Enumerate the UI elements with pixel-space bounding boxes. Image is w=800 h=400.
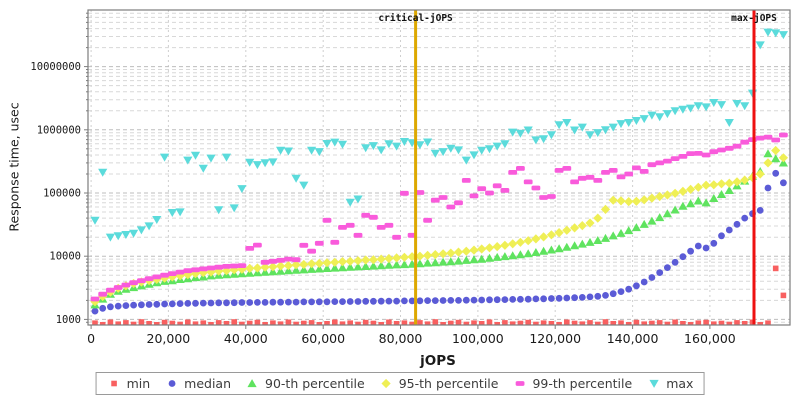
legend-item-min: min [107, 376, 151, 391]
svg-text:140,000: 140,000 [607, 331, 659, 346]
svg-text:120,000: 120,000 [529, 331, 581, 346]
legend-label-max: max [666, 376, 694, 391]
legend-item-max: max [646, 376, 693, 391]
svg-text:20,000: 20,000 [147, 331, 191, 346]
legend-item-90-th-percentile: 90-th percentile [245, 376, 365, 391]
legend-label-min: min [126, 376, 151, 391]
plot-border [87, 9, 791, 326]
legend-item-median: median [164, 376, 231, 391]
legend-label-90-th-percentile: 90-th percentile [265, 376, 365, 391]
x-axis-ticks: 0 20,000 40,000 60,000 80,000 100,000 120,000 1… [87, 325, 736, 346]
svg-text:80,000: 80,000 [379, 331, 423, 346]
svg-text:1000: 1000 [56, 314, 81, 326]
svg-text:60,000: 60,000 [301, 331, 345, 346]
svg-text:10000000: 10000000 [30, 61, 81, 73]
legend-marker-min-icon [111, 380, 117, 387]
x-gridlines [90, 10, 711, 325]
legend-marker-95-th-percentile-icon [381, 378, 391, 389]
svg-text:100,000: 100,000 [452, 331, 504, 346]
x-axis-title: jOPS [420, 353, 456, 369]
svg-text:40,000: 40,000 [224, 331, 268, 346]
series-min [92, 265, 787, 325]
legend-label-95-th-percentile: 95-th percentile [398, 376, 499, 391]
series-median [91, 169, 787, 315]
svg-text:100000: 100000 [43, 188, 81, 200]
legend-marker-median-icon [168, 380, 176, 387]
legend-label-median: median [184, 376, 231, 391]
legend-marker-90-th-percentile-icon [247, 379, 258, 388]
svg-text:160,000: 160,000 [684, 331, 736, 346]
legend-marker-max-icon [649, 379, 659, 388]
svg-text:10000: 10000 [49, 251, 81, 263]
y-axis-ticks: 1000 10000 100000 1000000 10000000 [30, 61, 81, 326]
y-axis-title: Response time, usec [6, 102, 22, 232]
critical-jops-label: critical-jOPS [378, 13, 453, 24]
max-jops-label: max-jOPS [731, 13, 777, 24]
legend-item-99-th-percentile: 99-th percentile [512, 376, 632, 391]
legend-item-95-th-percentile: 95-th percentile [379, 376, 499, 391]
legend-label-99-th-percentile: 99-th percentile [532, 376, 633, 391]
series-90-th-percentile [90, 149, 788, 309]
series-95-th-percentile [90, 145, 788, 307]
legend: min median 90-th percentile 95-th percentil… [95, 372, 705, 395]
svg-text:1000000: 1000000 [37, 124, 81, 136]
legend-marker-99-th-percentile-icon [515, 381, 525, 386]
svg-text:0: 0 [87, 331, 95, 346]
